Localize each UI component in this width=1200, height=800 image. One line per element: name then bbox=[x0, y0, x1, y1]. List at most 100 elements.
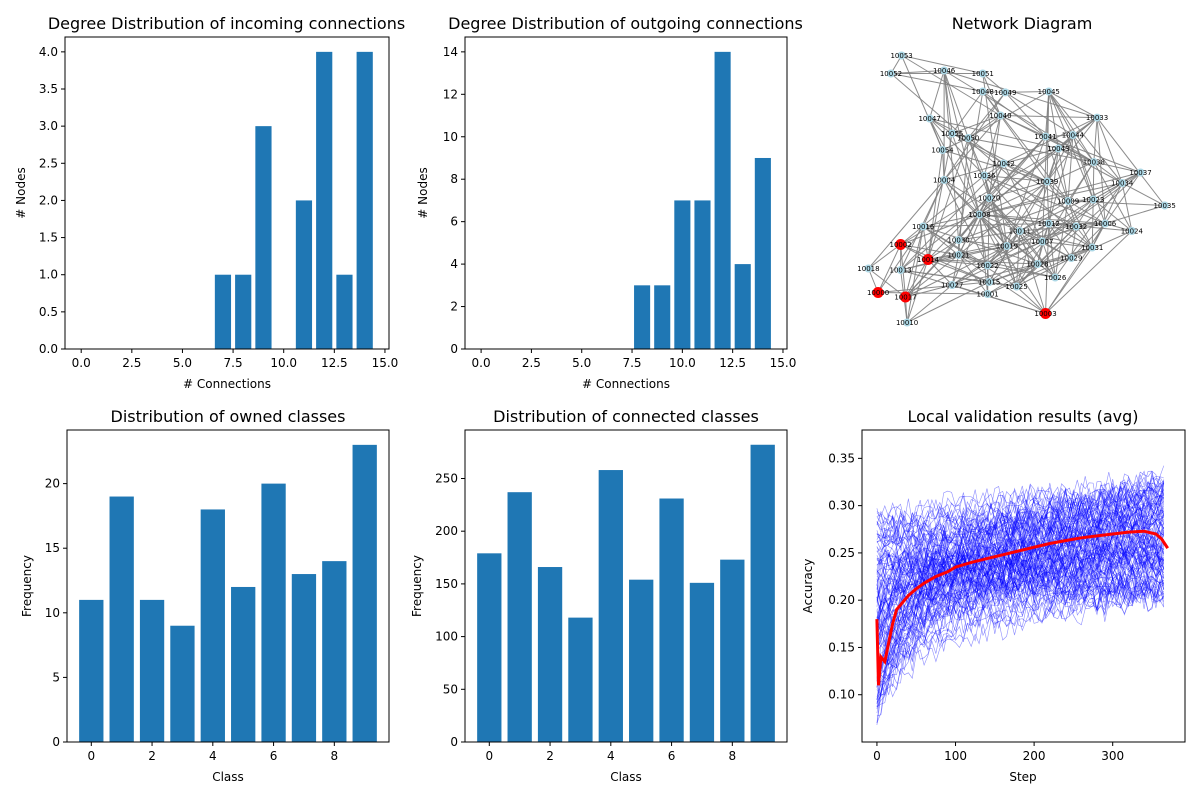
network-edge bbox=[958, 239, 1007, 247]
network-node bbox=[954, 251, 963, 259]
y-tick-label: 0.20 bbox=[828, 593, 855, 607]
network-node bbox=[1088, 243, 1097, 252]
network-node bbox=[1043, 177, 1052, 186]
y-tick-label: 3.0 bbox=[39, 119, 58, 133]
bar bbox=[674, 200, 691, 349]
network-edge bbox=[1045, 136, 1095, 163]
network-edge bbox=[906, 281, 990, 323]
network-edge bbox=[987, 265, 1056, 278]
network-edge bbox=[927, 149, 943, 260]
network-node-label: 10013 bbox=[889, 267, 911, 275]
network-node bbox=[985, 194, 994, 202]
network-edge bbox=[1042, 241, 1093, 248]
network-node bbox=[1089, 158, 1098, 166]
network-node-label: 10002 bbox=[889, 241, 911, 249]
network-edge bbox=[1048, 91, 1095, 163]
network-node-label: 10008 bbox=[968, 211, 990, 219]
chart-title: Local validation results (avg) bbox=[907, 407, 1138, 426]
client-line bbox=[876, 480, 1165, 640]
network-edge bbox=[1045, 223, 1106, 314]
network-node-label: 10028 bbox=[1026, 261, 1048, 269]
client-line bbox=[876, 561, 1165, 708]
network-edge bbox=[951, 91, 984, 134]
client-line bbox=[876, 537, 1165, 603]
network-node-label: 10010 bbox=[896, 319, 918, 327]
client-line bbox=[876, 579, 1165, 637]
average-line bbox=[875, 529, 1169, 686]
bar bbox=[654, 285, 671, 349]
network-node bbox=[1089, 195, 1098, 204]
network-node-label: 10027 bbox=[941, 282, 963, 290]
x-tick-label: 0 bbox=[87, 749, 95, 763]
network-edge bbox=[929, 118, 969, 139]
client-line bbox=[876, 576, 1165, 698]
network-node-label: 10040 bbox=[989, 112, 1011, 120]
network-edge bbox=[989, 181, 1048, 199]
network-node-label: 10000 bbox=[867, 289, 889, 297]
network-edge bbox=[1003, 163, 1043, 242]
bar bbox=[750, 444, 775, 742]
network-edge bbox=[929, 118, 943, 151]
network-edge bbox=[1104, 172, 1141, 224]
bar bbox=[598, 470, 623, 742]
bar bbox=[170, 625, 195, 742]
bar bbox=[356, 51, 373, 349]
y-tick-label: 10 bbox=[443, 130, 458, 144]
network-edge bbox=[927, 239, 959, 260]
network-node bbox=[940, 66, 949, 75]
x-tick-label: 2 bbox=[546, 749, 554, 763]
network-node bbox=[886, 69, 895, 78]
network-edge bbox=[958, 254, 988, 295]
network-node bbox=[897, 51, 906, 60]
x-axis-label: Class bbox=[212, 770, 244, 784]
network-node-label: 10012 bbox=[1038, 220, 1060, 228]
chart-title: Degree Distribution of outgoing connecti… bbox=[448, 14, 803, 33]
client-line bbox=[876, 509, 1164, 710]
network-node bbox=[978, 87, 987, 96]
network-edge bbox=[1070, 226, 1077, 259]
plot-frame bbox=[464, 36, 788, 350]
network-node-label: 10048 bbox=[972, 88, 994, 96]
client-line bbox=[876, 482, 1165, 527]
network-node bbox=[1038, 237, 1047, 246]
network-edge bbox=[1046, 181, 1077, 227]
network-edge bbox=[1003, 117, 1098, 164]
client-line bbox=[876, 573, 1164, 630]
network-node bbox=[1012, 282, 1021, 291]
network-edge bbox=[967, 137, 1004, 164]
y-tick-label: 12 bbox=[443, 87, 458, 101]
network-edge bbox=[958, 254, 1056, 278]
client-line bbox=[876, 474, 1165, 641]
client-line bbox=[876, 482, 1165, 681]
client-line bbox=[876, 498, 1165, 672]
client-line bbox=[876, 548, 1165, 578]
bar bbox=[336, 274, 353, 349]
client-line bbox=[876, 496, 1165, 664]
client-line bbox=[876, 544, 1165, 602]
network-edge bbox=[987, 181, 1048, 266]
x-tick-label: 6 bbox=[270, 749, 278, 763]
bar bbox=[322, 561, 347, 742]
network-edge bbox=[901, 55, 983, 74]
network-edge bbox=[988, 230, 1021, 283]
client-line bbox=[876, 487, 1165, 607]
x-tick-label: 12.5 bbox=[719, 356, 746, 370]
client-line bbox=[876, 544, 1165, 575]
client-line bbox=[876, 516, 1164, 559]
network-edge bbox=[927, 133, 953, 260]
client-line bbox=[876, 511, 1165, 645]
network-edge bbox=[1104, 205, 1165, 224]
network-edge bbox=[958, 197, 990, 241]
bars bbox=[214, 51, 373, 350]
x-axis-label: # Connections bbox=[183, 377, 271, 391]
network-node bbox=[896, 266, 905, 274]
validation-chart: Local validation results (avg) 0 100 200 30… bbox=[801, 407, 1186, 784]
client-line bbox=[876, 518, 1165, 656]
y-tick-label: 3.5 bbox=[39, 82, 58, 96]
network-node bbox=[1002, 242, 1011, 250]
network-edge bbox=[929, 70, 945, 119]
network-edge bbox=[1006, 241, 1043, 247]
network-edge bbox=[922, 226, 959, 256]
network-node bbox=[1160, 201, 1169, 210]
network-node-label: 10038 bbox=[1083, 159, 1105, 167]
